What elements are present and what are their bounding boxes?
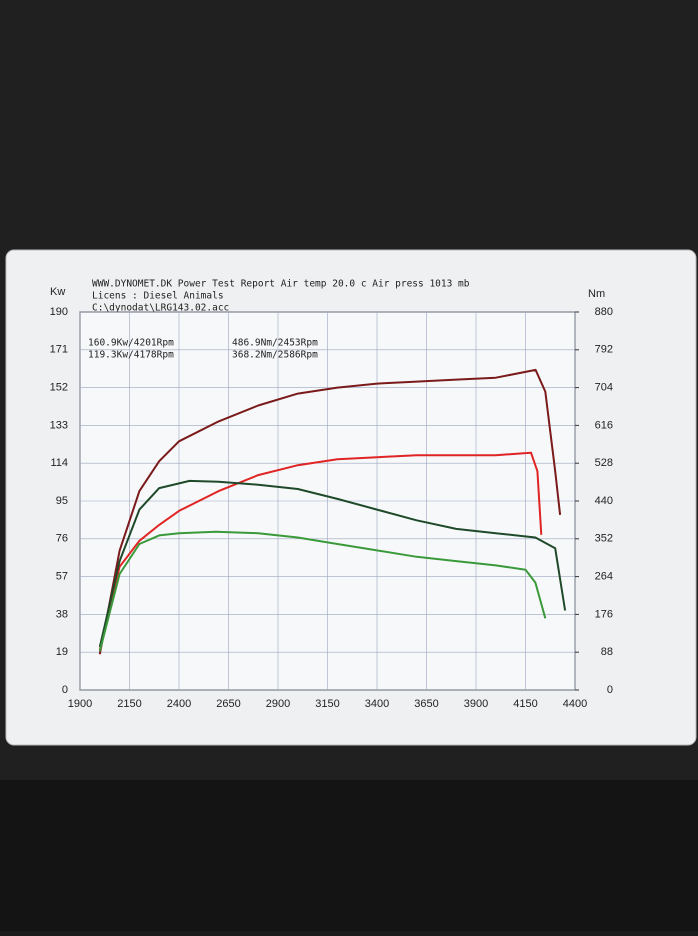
series-line	[98, 368, 562, 655]
y2-tick-label: 528	[595, 457, 613, 469]
y-tick-label: 19	[56, 646, 68, 658]
y-tick-label: 0	[62, 684, 68, 696]
x-tick-label: 2150	[117, 698, 141, 710]
header-file: C:\dynodat\LRG143.02.acc	[92, 303, 229, 314]
series-line	[98, 530, 547, 652]
y-tick-label: 114	[50, 457, 68, 469]
y2-tick-label: 792	[595, 344, 613, 356]
y2-tick-label: 176	[595, 608, 613, 620]
y-tick-label: 190	[50, 306, 68, 318]
series-line	[98, 451, 543, 651]
y2-tick-label: 880	[595, 306, 613, 318]
y2-tick-label: 88	[601, 646, 613, 658]
annotation: 160.9Kw/4201Rpm	[88, 338, 174, 349]
y2-tick-label: 264	[595, 571, 613, 583]
x-tick-label: 2650	[216, 698, 240, 710]
y-tick-label: 38	[56, 608, 68, 620]
y2-tick-label: 0	[607, 684, 613, 696]
seat	[0, 780, 698, 931]
annotation: 119.3Kw/4178Rpm	[88, 350, 174, 361]
y2-tick-label: 352	[595, 533, 613, 545]
y2-tick-label: 616	[595, 419, 613, 431]
annotation: 368.2Nm/2586Rpm	[232, 350, 318, 361]
annotation: 486.9Nm/2453Rpm	[232, 338, 318, 349]
x-tick-label: 3400	[365, 698, 389, 710]
y-tick-label: 57	[56, 571, 68, 583]
x-tick-label: 4400	[563, 698, 587, 710]
y-tick-label: 152	[50, 382, 68, 394]
header-licens: Licens : Diesel Animals	[92, 291, 224, 302]
x-tick-label: 3900	[464, 698, 488, 710]
x-tick-label: 2400	[167, 698, 191, 710]
x-tick-label: 1900	[68, 698, 92, 710]
y-tick-label: 76	[56, 533, 68, 545]
y-axis-label: Kw	[50, 286, 65, 298]
y2-tick-label: 440	[595, 495, 613, 507]
series-line	[98, 479, 567, 648]
y-tick-label: 95	[56, 495, 68, 507]
y-tick-label: 133	[50, 419, 68, 431]
y2-axis-label: Nm	[588, 288, 605, 300]
x-tick-label: 3150	[315, 698, 339, 710]
y2-tick-label: 704	[595, 382, 613, 394]
x-tick-label: 2900	[266, 698, 290, 710]
x-tick-label: 4150	[513, 698, 537, 710]
y-tick-label: 171	[50, 344, 68, 356]
header-title: WWW.DYNOMET.DK Power Test Report Air tem…	[92, 279, 470, 290]
x-tick-label: 3650	[414, 698, 438, 710]
